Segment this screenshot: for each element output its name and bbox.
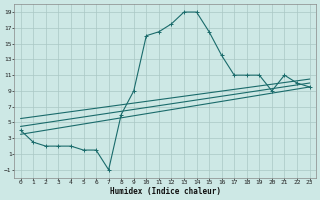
X-axis label: Humidex (Indice chaleur): Humidex (Indice chaleur) (110, 187, 220, 196)
